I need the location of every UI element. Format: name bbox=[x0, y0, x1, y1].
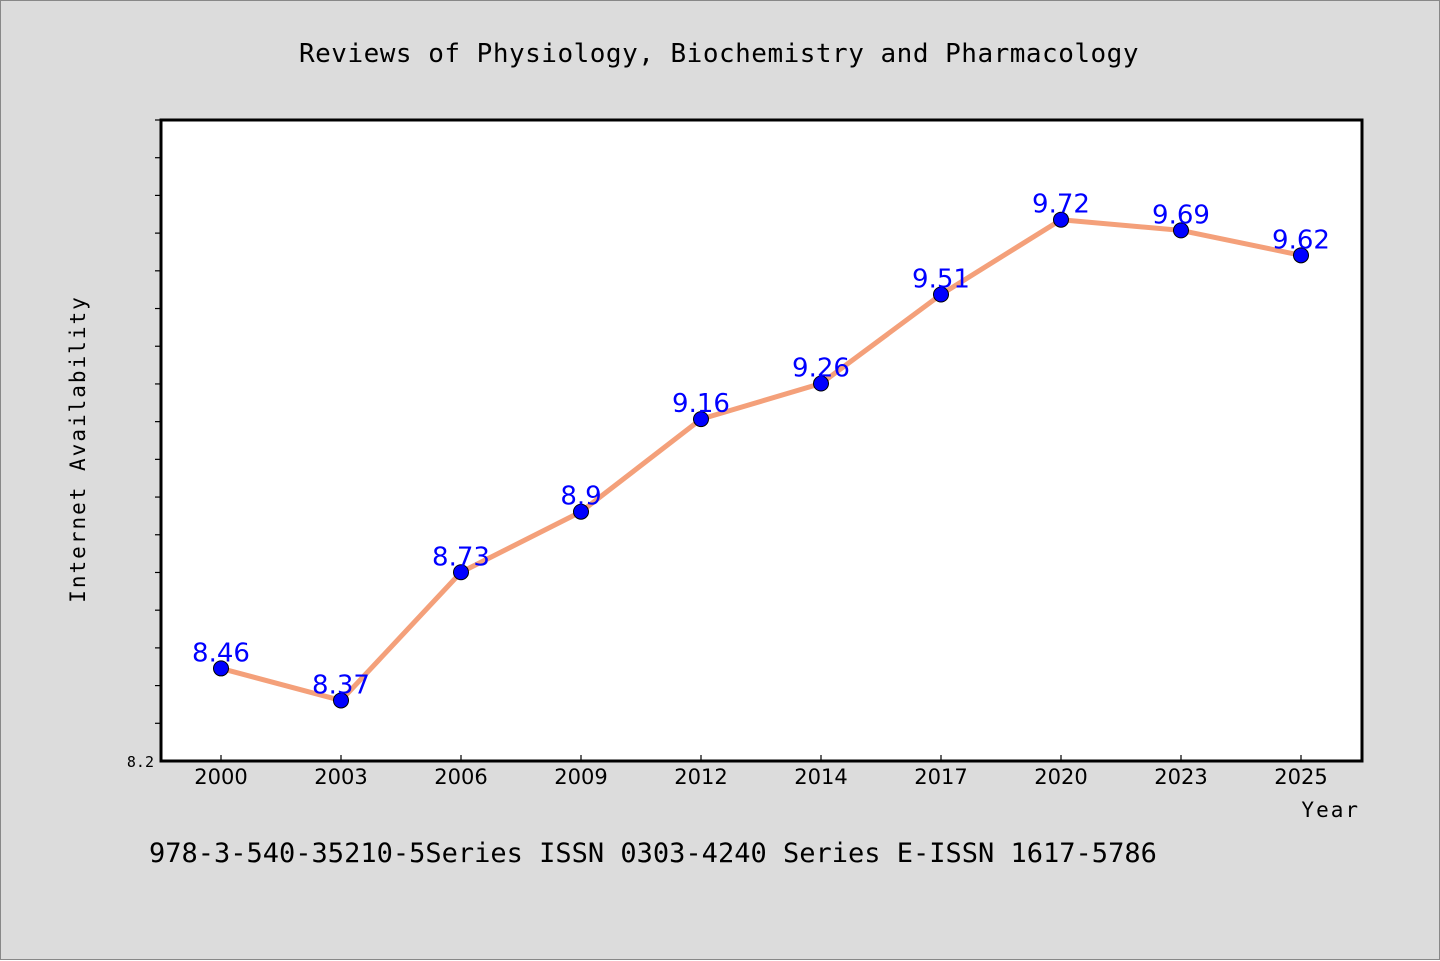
data-label: 8.46 bbox=[192, 638, 250, 668]
data-point bbox=[1053, 211, 1069, 228]
y-axis-label: Internet Availability bbox=[66, 295, 90, 603]
series-marker-group bbox=[213, 211, 1309, 709]
data-label: 9.62 bbox=[1272, 225, 1330, 255]
data-point bbox=[213, 660, 229, 677]
chart-title: Reviews of Physiology, Biochemistry and … bbox=[299, 39, 1139, 69]
series-line bbox=[218, 217, 1304, 703]
x-tick-label: 2014 bbox=[794, 765, 847, 789]
x-tick-label: 2017 bbox=[914, 765, 967, 789]
x-tick-label: 2000 bbox=[194, 765, 247, 789]
x-axis-label: Year bbox=[1301, 798, 1360, 822]
series-line-group bbox=[218, 217, 1304, 703]
data-point bbox=[933, 286, 949, 303]
data-label: 9.26 bbox=[792, 354, 850, 384]
data-label: 8.37 bbox=[312, 670, 370, 700]
y-axis bbox=[155, 119, 161, 724]
x-tick-label: 2006 bbox=[434, 765, 487, 789]
data-point bbox=[1173, 222, 1189, 239]
x-tick-label: 2003 bbox=[314, 765, 367, 789]
data-label: 9.72 bbox=[1032, 190, 1090, 220]
data-label-group: 8.46 8.37 8.73 8.9 9.16 9.26 9.51 9.72 9.69 9.62 bbox=[192, 190, 1330, 701]
data-label: 8.73 bbox=[432, 542, 490, 572]
data-point bbox=[1293, 247, 1309, 264]
y-tick-label: 8.2 bbox=[127, 753, 154, 771]
x-tick-label: 2012 bbox=[674, 765, 727, 789]
x-tick-label: 2023 bbox=[1154, 765, 1207, 789]
data-point bbox=[813, 375, 829, 392]
data-label: 9.51 bbox=[912, 264, 970, 294]
x-tick-label: 2009 bbox=[554, 765, 607, 789]
data-label: 9.16 bbox=[672, 389, 730, 419]
data-point bbox=[453, 564, 469, 581]
data-point bbox=[573, 503, 589, 520]
x-tick-label: 2025 bbox=[1274, 765, 1327, 789]
footer-identifiers: 978-3-540-35210-5Series ISSN 0303-4240 S… bbox=[149, 838, 1157, 869]
data-label: 8.9 bbox=[560, 482, 601, 512]
x-axis: 2000 2003 2006 2009 2012 2014 2017 2020 2023 2025 bbox=[194, 755, 1328, 789]
data-label: 9.69 bbox=[1152, 200, 1210, 230]
x-tick-label: 2020 bbox=[1034, 765, 1087, 789]
data-point bbox=[693, 411, 709, 428]
data-point bbox=[333, 692, 349, 709]
